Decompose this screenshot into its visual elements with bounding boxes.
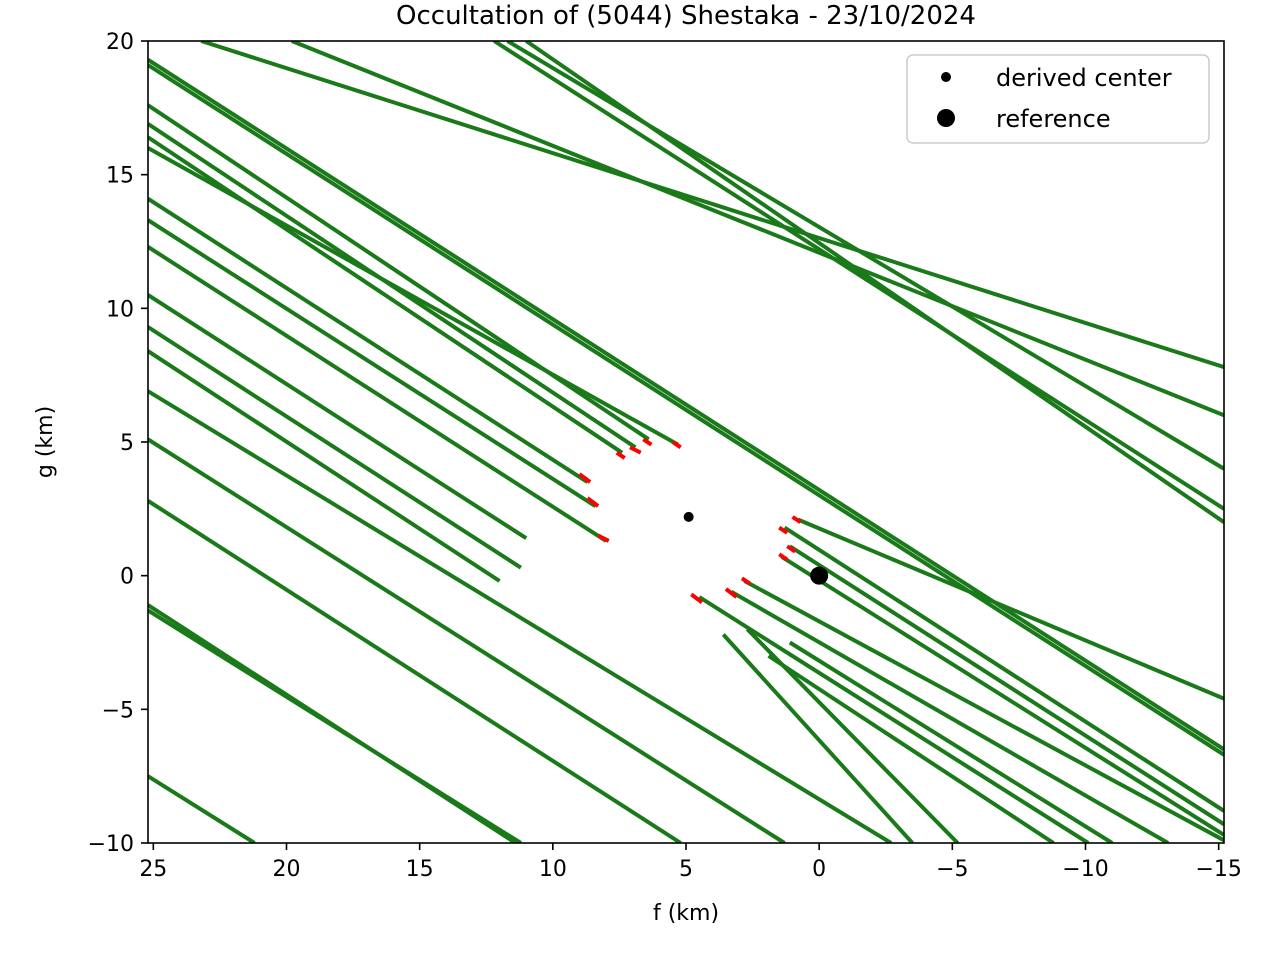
chord-error-segment-1: [629, 445, 642, 455]
chord-error-segment-11: [740, 576, 752, 586]
x-axis-label: f (km): [653, 901, 719, 926]
chord-line-full-9: [148, 608, 522, 843]
chord-line-full-1: [291, 41, 1224, 418]
legend-label-derived-center: derived center: [996, 64, 1172, 92]
x-tick-label-6: −5: [936, 857, 968, 882]
chord-line-full-4: [525, 41, 1224, 524]
chord-error-segment-13: [690, 592, 704, 604]
chord-line-partial-19: [767, 654, 1055, 843]
x-tick-label-2: 15: [406, 857, 434, 882]
y-tick-label-4: 0: [120, 565, 134, 590]
chord-line-partial-11: [783, 525, 1224, 813]
chord-line-partial-2: [148, 135, 624, 455]
chord-error-segment-6: [597, 533, 610, 543]
chord-line-partial-3: [148, 146, 679, 447]
chord-error-segment-2: [615, 451, 626, 460]
chord-error-segment-9: [786, 544, 797, 554]
chord-line-partial-15: [730, 589, 1170, 843]
chart-title: Occultation of (5044) Shestaka - 23/10/2…: [396, 1, 976, 31]
point-layer: [683, 511, 829, 585]
x-tick-label-7: −10: [1062, 857, 1108, 882]
x-tick-label-8: −15: [1195, 857, 1241, 882]
chord-layer: [148, 41, 1224, 843]
chord-line-full-5: [148, 58, 1224, 752]
chord-line-partial-13: [780, 555, 1224, 837]
chord-line-partial-6: [148, 245, 608, 543]
y-tick-label-6: −10: [88, 832, 134, 857]
chord-line-partial-8: [148, 325, 522, 570]
chord-line-partial-14: [743, 579, 1224, 843]
y-axis-ticks: 20 15 10 5 0 −5 −10: [88, 30, 148, 857]
chord-line-partial-10: [797, 517, 1224, 701]
chord-line-partial-7: [148, 293, 528, 540]
chord-line-partial-5: [148, 218, 597, 508]
point-derived-center: [683, 511, 694, 522]
legend-label-reference: reference: [996, 105, 1111, 133]
chord-error-segment-8: [778, 525, 789, 535]
x-tick-label-1: 20: [272, 857, 300, 882]
y-axis-label: g (km): [33, 406, 58, 478]
chord-line-partial-18: [721, 633, 914, 843]
y-tick-label-3: 5: [120, 431, 134, 456]
x-tick-label-3: 10: [539, 857, 567, 882]
y-tick-label-5: −5: [102, 698, 134, 723]
chord-error-segment-3: [671, 440, 682, 450]
chord-line-full-0: [200, 41, 1224, 370]
legend-marker-reference: [937, 109, 955, 127]
chord-line-full-10: [148, 499, 682, 843]
chord-line-full-12: [148, 389, 893, 843]
chord-error-segment-4: [578, 472, 592, 484]
chord-line-partial-9: [148, 349, 501, 583]
chord-line-partial-4: [148, 197, 589, 484]
chord-error-segment-5: [586, 496, 600, 508]
chord-line-partial-20: [788, 640, 1114, 843]
x-tick-label-5: 0: [812, 857, 826, 882]
x-tick-label-4: 5: [679, 857, 693, 882]
chord-line-full-3: [493, 41, 1224, 511]
legend: derived center reference: [906, 54, 1210, 144]
error-layer: [578, 437, 802, 604]
point-reference: [810, 566, 829, 585]
chord-error-segment-0: [642, 437, 653, 447]
x-tick-label-0: 25: [139, 857, 167, 882]
chord-line-full-11: [148, 437, 786, 843]
chord-error-segment-12: [724, 587, 738, 599]
chord-line-full-6: [148, 63, 1224, 757]
y-tick-label-0: 20: [106, 30, 134, 55]
chord-line-partial-16: [698, 595, 1090, 843]
chord-error-segment-7: [791, 515, 802, 524]
chord-line-full-7: [148, 774, 256, 843]
legend-marker-derived-center: [941, 72, 951, 82]
chord-error-segment-10: [778, 552, 789, 562]
y-tick-label-2: 10: [106, 297, 134, 322]
chord-line-partial-12: [788, 544, 1224, 826]
x-axis-ticks: 25 20 15 10 5 0 −5 −10 −15: [139, 843, 1242, 882]
y-tick-label-1: 15: [106, 164, 134, 189]
legend-box: [906, 54, 1210, 144]
